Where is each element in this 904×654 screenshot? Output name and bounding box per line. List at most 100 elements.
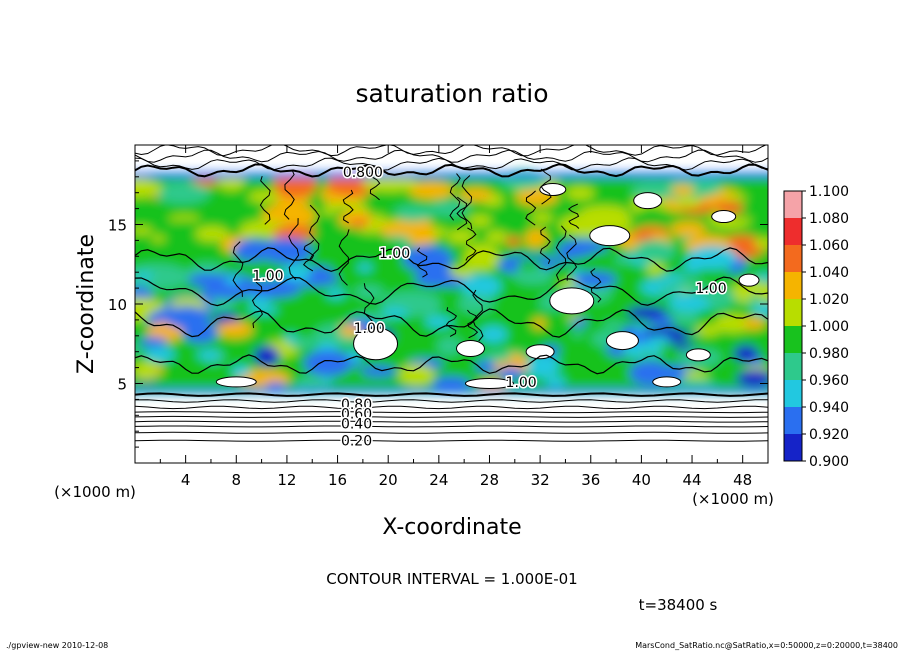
contour-line <box>135 411 768 414</box>
field-patch <box>247 305 279 315</box>
contour-line <box>259 175 271 225</box>
x-axis-label: X-coordinate <box>382 515 521 540</box>
field-patch <box>381 211 400 220</box>
contour-line <box>363 283 375 334</box>
supersaturated-patch <box>455 340 485 358</box>
contour-line <box>288 218 300 281</box>
footer-right: MarsCond_SatRatio.nc@SatRatio,x=0:50000,… <box>635 641 898 650</box>
contour-line <box>540 168 552 205</box>
supersaturated-patch <box>353 327 399 361</box>
field-patch <box>458 187 493 202</box>
x-tick-label: 20 <box>379 471 398 489</box>
field-patch <box>357 263 373 272</box>
field-patch <box>523 353 560 378</box>
field-patch <box>135 361 159 381</box>
field-patch <box>626 306 667 320</box>
field-patch <box>414 269 455 288</box>
field-patch <box>265 381 285 390</box>
field-patch <box>633 239 676 263</box>
field-patch <box>259 237 313 264</box>
colorbar-label: 0.960 <box>809 373 849 389</box>
colorbar-label: 1.100 <box>809 184 849 200</box>
contour-line <box>555 225 567 281</box>
field-patch <box>565 314 582 321</box>
field-patch <box>429 200 471 217</box>
colorbar-band <box>784 272 802 299</box>
supersaturated-patch <box>464 378 514 389</box>
contour-label: 1.00 <box>252 268 283 284</box>
field-patch <box>360 365 398 378</box>
contour-line <box>461 175 473 230</box>
x-tick-label: 12 <box>277 471 296 489</box>
contour-line <box>283 169 295 220</box>
colorbar-label: 1.080 <box>809 211 849 227</box>
contour-label: 0.800 <box>343 165 383 181</box>
field-patch <box>474 360 501 373</box>
field-patch <box>432 227 447 238</box>
x-unit-label: (×1000 m) <box>692 490 774 508</box>
contour-line <box>135 425 768 428</box>
y-tick-label: 15 <box>108 217 127 235</box>
footer-left: ./gpview-new 2010-12-08 <box>6 641 109 650</box>
colorbar-label: 0.940 <box>809 400 849 416</box>
contour-label: 1.00 <box>354 321 385 337</box>
y-unit-label: (×1000 m) <box>54 483 136 501</box>
field-patch <box>586 251 617 267</box>
field-patch <box>674 196 703 208</box>
contour-line <box>566 234 578 281</box>
contour-line <box>342 189 354 224</box>
x-tick-label: 32 <box>531 471 550 489</box>
field-patch <box>672 378 716 391</box>
field-patch <box>273 172 318 198</box>
colorbar: 1.100 1.080 1.060 1.040 1.020 1.000 0.980 0.960… <box>783 184 849 470</box>
colorbar-label: 1.000 <box>809 319 849 335</box>
contour-interval-text: CONTOUR INTERVAL = 1.000E-01 <box>326 570 577 588</box>
x-tick-label: 24 <box>429 471 448 489</box>
field-patch <box>303 350 353 377</box>
field-patch <box>161 289 176 298</box>
field-patch <box>326 288 346 299</box>
contour-line <box>465 227 477 261</box>
colorbar-band <box>784 353 802 380</box>
contour-line <box>135 420 768 423</box>
x-tick-label: 44 <box>682 471 701 489</box>
x-tick-label: 36 <box>581 471 600 489</box>
contour-line <box>135 392 768 397</box>
field-patch <box>673 343 696 351</box>
contour-line <box>135 163 768 178</box>
field-patch <box>714 314 752 333</box>
supersaturated-patch <box>738 273 760 287</box>
field-patch <box>139 336 168 348</box>
field-patch <box>723 303 752 316</box>
field-patch <box>545 376 566 388</box>
x-tick-label: 48 <box>733 471 752 489</box>
contour-line <box>338 229 350 286</box>
contour-line <box>567 203 580 229</box>
colorbar-band <box>784 434 802 461</box>
contour-line <box>467 309 479 339</box>
field-patch <box>135 179 162 198</box>
contour-line <box>135 145 767 157</box>
colorbar-label: 1.040 <box>809 265 849 281</box>
supersaturated-patch <box>549 287 595 315</box>
field-patch <box>657 285 677 294</box>
contour-label: 0.40 <box>341 416 372 432</box>
contour-line <box>135 149 768 163</box>
colorbar-band <box>784 326 802 353</box>
contour-line <box>449 173 461 221</box>
contour-line <box>135 439 768 442</box>
field-patch <box>670 221 707 237</box>
field-patch <box>187 273 226 287</box>
field-patch <box>216 321 253 338</box>
y-axis-ticks: 5 10 15 <box>108 160 768 448</box>
y-tick-label: 5 <box>117 376 127 394</box>
supersaturated-patch <box>652 376 682 388</box>
field-patch <box>288 337 317 349</box>
field-patch <box>447 229 475 244</box>
field-patch <box>512 267 555 285</box>
field-patch <box>497 367 525 380</box>
y-tick-label: 10 <box>108 296 127 314</box>
field-patch <box>431 376 470 390</box>
field-patch <box>603 320 625 330</box>
field-patch <box>751 303 768 316</box>
